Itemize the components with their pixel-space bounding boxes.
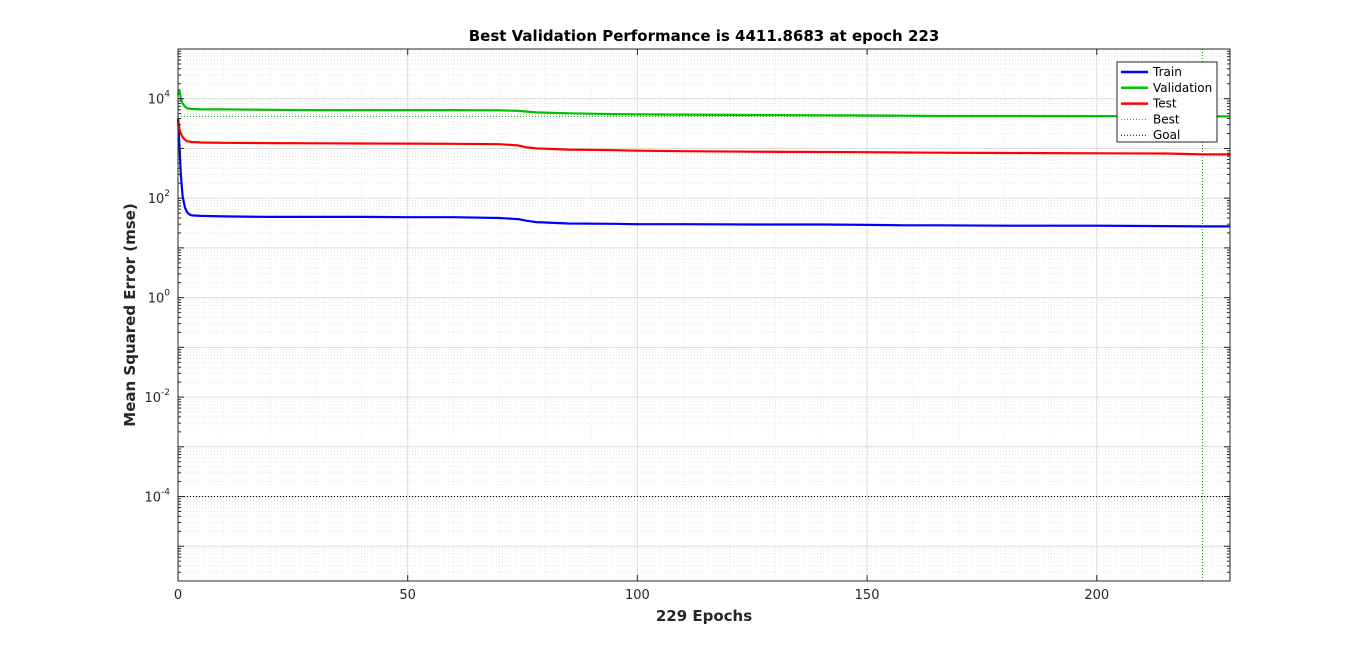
y-tick-label: 102 [148,189,170,207]
y-tick-labels: 104 102 100 10-2 10-4 [144,90,170,506]
y-tick-label: 104 [148,90,171,108]
series-line-test [176,118,1230,156]
series-line-validation [176,88,1230,118]
y-tick-label: 10-4 [144,488,170,506]
legend-label-test: Test [1152,97,1177,111]
y-tick-label: 100 [148,289,171,307]
series-line-train [176,118,1230,228]
x-tick-labels: 0 50 100 150 200 [174,588,1109,603]
x-tick-label: 200 [1084,588,1109,603]
x-tick-label: 100 [625,588,650,603]
x-tick-label: 50 [399,588,416,603]
grid-lines [177,48,1230,582]
x-tick-label: 150 [855,588,880,603]
chart-title: Best Validation Performance is 4411.8683… [469,27,940,45]
legend-label-train: Train [1152,65,1182,79]
series-lines [176,88,1230,228]
x-axis-label: 229 Epochs [656,607,752,625]
legend-label-validation: Validation [1153,81,1212,95]
legend-box [1116,61,1218,143]
axes-box [177,48,1231,582]
axis-ticks [177,48,1230,582]
x-tick-label: 0 [174,588,182,603]
legend-label-best: Best [1153,112,1180,126]
y-axis-label: Mean Squared Error (mse) [121,203,139,426]
legend-label-goal: Goal [1153,128,1180,142]
y-tick-label: 10-2 [144,388,170,406]
